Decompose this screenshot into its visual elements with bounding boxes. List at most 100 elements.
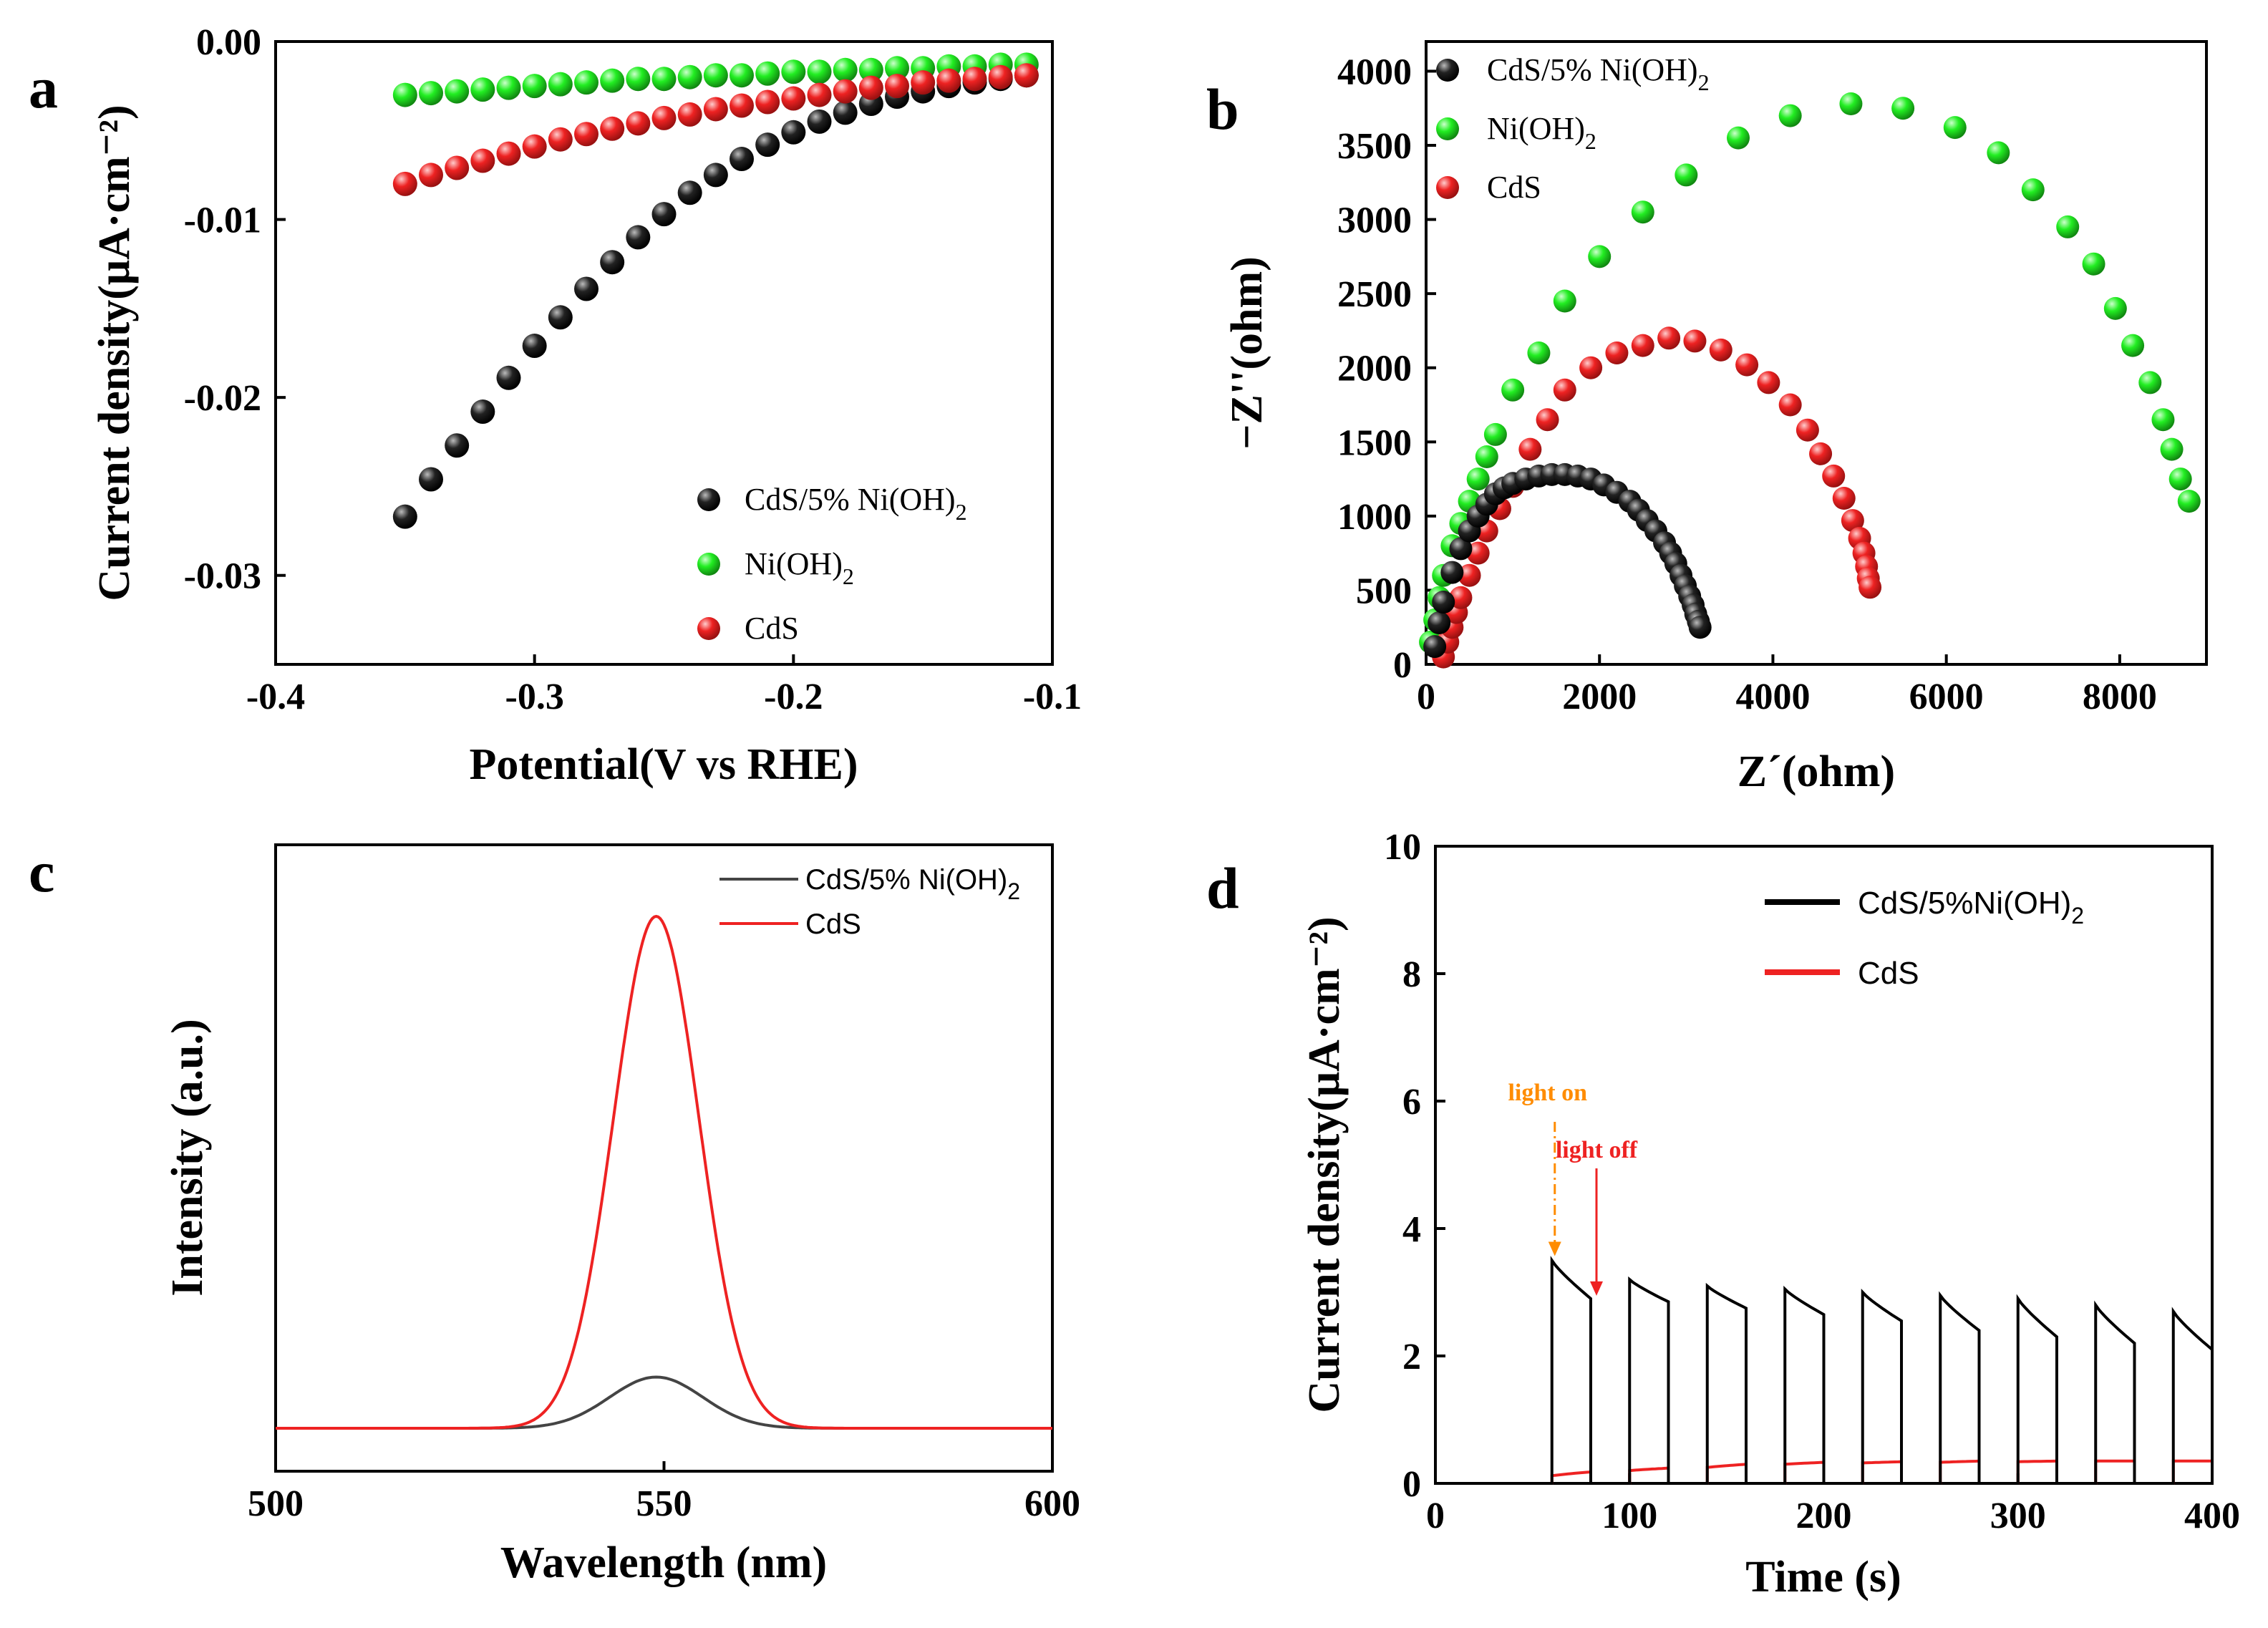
panel-a-point-2 — [548, 127, 573, 152]
panel-a-point-0 — [548, 305, 573, 330]
y-tick-label: -0.01 — [184, 200, 261, 241]
y-tick-label: 0 — [1402, 1464, 1421, 1505]
panel-d-y-axis-title: Current density(μA·cm⁻²) — [1300, 916, 1349, 1413]
x-tick-label: 6000 — [1909, 677, 1984, 717]
panel-b-point-2 — [1709, 338, 1732, 362]
panel-b-point-2 — [1458, 563, 1481, 587]
panel-a-point-2 — [419, 163, 443, 188]
panel-d-legend-label: CdS — [1858, 956, 1919, 991]
panel-a-point-2 — [392, 171, 417, 196]
panel-b-point-0 — [1440, 561, 1464, 584]
panel-c-legend-label: CdS/5% Ni(OH)2 — [805, 864, 1020, 904]
panel-b-legend-marker — [1436, 176, 1459, 199]
x-tick-label: 200 — [1796, 1496, 1852, 1536]
panel-a-point-0 — [574, 276, 598, 301]
panel-a-point-2 — [962, 67, 987, 92]
panel-b-point-2 — [1657, 326, 1681, 350]
panel-b-point-1 — [1527, 341, 1551, 364]
panel-b-point-2 — [1796, 418, 1819, 442]
panel-b-axes: 0 2000 4000 6000 8000 0 500 1000 1500 2000 2500 300… — [1337, 52, 2157, 717]
panel-a-point-1 — [833, 57, 858, 82]
panel-a-point-0 — [703, 163, 728, 188]
panel-a-point-1 — [755, 61, 780, 86]
panel-c-legend: CdS/5% Ni(OH)2 CdS — [719, 864, 1020, 940]
panel-a-point-1 — [885, 56, 909, 81]
panel-a-point-2 — [833, 79, 858, 104]
panel-b-point-2 — [1579, 356, 1603, 379]
y-tick-label: 8 — [1402, 954, 1421, 995]
panel-b-point-1 — [1553, 289, 1576, 313]
panel-b-point-2 — [1518, 437, 1542, 461]
panel-a-axes: -0.4 -0.3 -0.2 -0.1 -0.03 -0.02 -0.01 0.00 — [184, 22, 1082, 717]
y-tick-label: 2000 — [1337, 349, 1412, 389]
panel-b-point-2 — [1553, 378, 1576, 402]
y-tick-label: 0.00 — [196, 22, 261, 63]
panel-a-point-2 — [522, 134, 547, 159]
panel-b-point-1 — [1943, 116, 1967, 140]
panel-b-point-1 — [2103, 296, 2127, 320]
panel-d-line-0 — [1435, 1256, 2214, 1485]
panel-a-point-1 — [392, 82, 417, 107]
y-tick-label: 6 — [1402, 1082, 1421, 1123]
panel-b-point-1 — [2082, 252, 2105, 276]
panel-a-point-1 — [651, 67, 677, 92]
panel-b-point-1 — [1483, 422, 1507, 446]
panel-a-point-2 — [936, 68, 961, 93]
panel-a-point-2 — [651, 105, 677, 130]
panel-a-point-2 — [677, 102, 702, 127]
panel-c-letter: c — [29, 839, 54, 904]
panel-a-point-1 — [419, 81, 443, 106]
panel-a-point-2 — [626, 111, 651, 136]
panel-a-legend-marker — [697, 488, 720, 511]
panel-b-y-axis-title: −Z''(ohm) — [1223, 256, 1271, 450]
panel-a-frame — [274, 40, 1054, 666]
panel-c-x-axis-title: Wavelength (nm) — [500, 1539, 827, 1587]
panel-b-legend: CdS/5% Ni(OH)2 Ni(OH)2 CdS — [1436, 52, 1710, 205]
panel-b-point-1 — [1839, 92, 1863, 115]
panel-b-point-2 — [1631, 334, 1654, 357]
panel-a-legend-label: Ni(OH)2 — [745, 546, 854, 589]
y-tick-label: 3500 — [1337, 126, 1412, 167]
panel-a-point-0 — [496, 365, 521, 390]
panel-a-point-0 — [730, 147, 754, 172]
panel-a-point-1 — [858, 57, 883, 82]
y-tick-label: 1000 — [1337, 497, 1412, 538]
panel-a-point-0 — [522, 334, 547, 359]
x-tick-label: -0.1 — [1023, 677, 1082, 717]
panel-a-point-2 — [496, 141, 521, 166]
panel-b-legend-marker — [1436, 117, 1459, 140]
panel-b-point-1 — [2021, 178, 2045, 202]
panel-a-point-1 — [703, 63, 728, 88]
panel-b-point-1 — [2121, 334, 2145, 357]
y-tick-label: 4 — [1402, 1209, 1421, 1250]
panel-a-point-2 — [470, 148, 495, 173]
panel-a-point-0 — [419, 467, 443, 492]
x-tick-label: -0.4 — [246, 677, 305, 717]
panel-b-letter: b — [1206, 77, 1239, 142]
panel-a-point-1 — [807, 59, 832, 84]
panel-c-line-0 — [276, 1375, 1052, 1430]
panel-b-point-1 — [1891, 97, 1915, 120]
panel-b-point-2 — [1832, 487, 1856, 510]
panel-d-legend-label: CdS/5%Ni(OH)2 — [1858, 886, 2084, 929]
panel-c-line-1 — [276, 914, 1052, 1430]
panel-a-point-0 — [651, 202, 677, 227]
y-tick-label: 2 — [1402, 1337, 1421, 1377]
x-tick-label: 8000 — [2083, 677, 2157, 717]
panel-b-legend-label: CdS/5% Ni(OH)2 — [1487, 52, 1710, 95]
panel-b-point-2 — [1536, 408, 1559, 432]
y-tick-label: 3000 — [1337, 200, 1412, 241]
panel-b-point-2 — [1683, 329, 1707, 353]
panel-b-point-0 — [1432, 591, 1455, 614]
y-tick-label: 0 — [1393, 645, 1412, 686]
panel-b-point-1 — [1466, 467, 1490, 491]
panel-b-chart: b 0 2000 4000 6000 8000 0 500 1000 1500 2000 2500 3… — [1206, 40, 2208, 796]
panel-a-point-0 — [626, 225, 651, 250]
panel-b-point-2 — [1778, 393, 1802, 417]
panel-d-lines — [1435, 1256, 2214, 1485]
panel-c-legend-label: CdS — [805, 909, 861, 940]
panel-b-point-1 — [1501, 378, 1525, 402]
panel-a-x-axis-title: Potential(V vs RHE) — [469, 740, 858, 789]
